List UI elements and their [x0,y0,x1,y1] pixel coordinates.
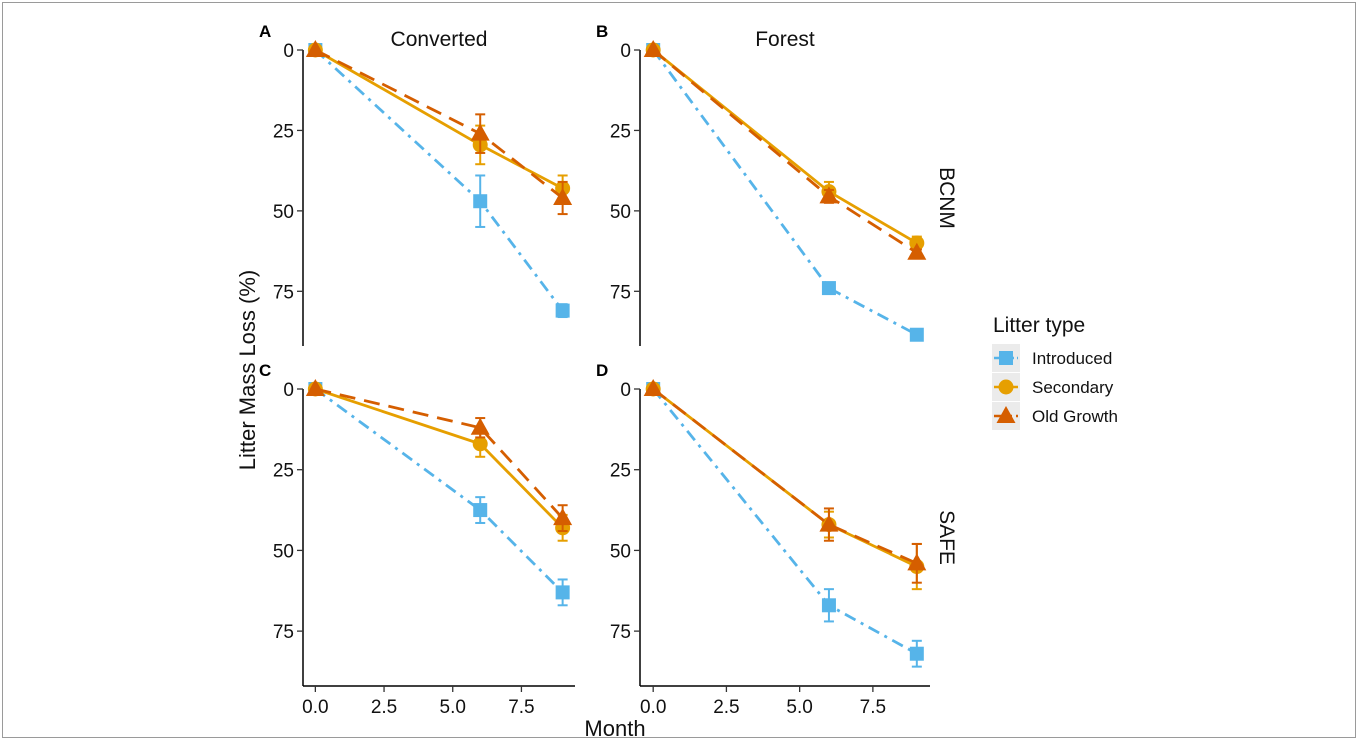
x-tick-label: 0.0 [302,697,328,718]
legend: Litter type Introduced Secondary Old Growt… [992,314,1118,430]
y-tick-label: 50 [273,202,294,223]
column-label: Converted [391,28,488,51]
data-point [821,598,836,613]
data-point [305,40,325,57]
data-point [473,503,488,518]
panel-letter: C [259,361,271,380]
panel-C: 0 25 50 75 C 0.0 2.5 5.0 7.5 [259,361,575,718]
y-tick-label: 0 [620,380,631,401]
y-tick-label: 25 [610,121,631,142]
x-tick-label: 2.5 [371,697,397,718]
panels-layer: 0 25 50 75 A Converted 0 25 50 75 B Forest BCNM 0 25 50… [259,22,958,718]
series-line [652,387,918,568]
row-label: BCNM [935,167,958,229]
series-old-growth [305,379,573,533]
y-tick-label: 25 [273,461,294,482]
series-old-growth [305,40,573,216]
y-tick-label: 75 [273,282,294,303]
data-point [470,123,490,141]
x-tick-label: 7.5 [508,697,534,718]
y-tick-label: 50 [610,541,631,562]
y-tick-label: 75 [273,622,294,643]
y-tick-label: 75 [610,282,631,303]
series-line [652,387,918,565]
series-line [314,48,564,190]
series-line [652,49,918,336]
data-point [473,194,488,209]
data-point [907,242,927,260]
panel-letter: B [596,22,608,41]
y-tick-label: 0 [283,380,294,401]
panel-letter: D [596,361,608,380]
x-tick-label: 5.0 [786,697,812,718]
y-tick-label: 25 [610,461,631,482]
data-point [643,40,663,57]
series-line [652,48,918,245]
data-point [470,417,490,435]
series-line [652,388,918,655]
data-point [555,585,570,600]
panel-D: 0 25 50 75 D SAFE 0.0 2.5 5.0 7.5 [596,361,958,718]
legend-label: Secondary [1032,378,1114,397]
y-tick-label: 75 [610,622,631,643]
series-line [314,48,564,312]
data-point [821,281,836,296]
data-point [907,553,927,571]
series-secondary [645,381,925,591]
x-tick-label: 7.5 [860,697,886,718]
x-axis-label: Month [584,716,645,741]
series-secondary [307,381,571,542]
y-axis-label: Litter Mass Loss (%) [235,270,260,471]
data-point [553,188,573,205]
series-line [314,387,564,529]
row-label: SAFE [935,510,958,565]
series-secondary [645,42,925,251]
panel-B: 0 25 50 75 B Forest BCNM [596,22,958,346]
legend-item-secondary: Secondary [992,373,1114,401]
legend-marker [998,379,1014,395]
column-label: Forest [755,28,815,51]
x-tick-label: 2.5 [713,697,739,718]
y-tick-label: 50 [273,541,294,562]
data-point [472,436,488,452]
y-tick-label: 50 [610,202,631,223]
series-introduced [308,43,570,319]
legend-item-old-growth: Old Growth [992,402,1118,430]
legend-marker [999,351,1013,365]
series-line [315,387,564,520]
y-tick-label: 0 [283,41,294,62]
series-introduced [646,382,924,668]
y-tick-label: 25 [273,121,294,142]
panel-A: 0 25 50 75 A Converted [259,22,573,346]
panel-letter: A [259,22,271,41]
legend-label: Old Growth [1032,407,1118,426]
legend-label: Introduced [1032,349,1112,368]
legend-title: Litter type [993,314,1085,337]
legend-item-introduced: Introduced [992,344,1112,372]
series-introduced [646,43,924,342]
data-point [909,646,924,661]
data-point [819,514,839,532]
y-tick-label: 0 [620,41,631,62]
data-point [555,303,570,318]
x-tick-label: 0.0 [640,697,666,718]
data-point [553,508,573,526]
series-old-growth [643,40,927,260]
series-old-growth [643,379,927,584]
data-point [305,379,325,396]
data-point [819,186,839,204]
x-tick-label: 5.0 [440,697,466,718]
data-point [909,327,924,342]
legend-marker [996,406,1016,423]
data-point [643,379,663,396]
